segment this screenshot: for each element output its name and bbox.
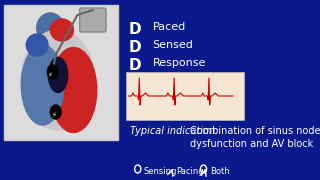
Text: Paced: Paced [152,22,186,32]
Text: ⚡: ⚡ [51,112,56,118]
FancyBboxPatch shape [4,5,118,140]
Ellipse shape [50,19,74,41]
Text: ⚡: ⚡ [48,72,53,78]
Text: D: D [129,58,142,73]
Ellipse shape [48,57,68,93]
Text: Combination of sinus node
dysfunction and AV block: Combination of sinus node dysfunction an… [189,126,320,149]
Ellipse shape [37,13,64,43]
Circle shape [47,65,58,79]
Text: Response: Response [152,58,206,68]
Text: Pacing: Pacing [176,168,204,177]
Ellipse shape [21,30,95,130]
Text: D: D [129,40,142,55]
Text: Sensing: Sensing [144,168,177,177]
FancyBboxPatch shape [4,5,118,140]
Ellipse shape [21,45,64,125]
Text: Sensed: Sensed [152,40,193,50]
Circle shape [50,105,61,119]
Text: D: D [129,22,142,37]
Ellipse shape [50,48,97,132]
Ellipse shape [26,34,48,56]
Text: Typical indication:: Typical indication: [130,126,218,136]
Text: Both: Both [210,168,229,177]
FancyBboxPatch shape [80,8,106,32]
FancyBboxPatch shape [126,72,244,120]
